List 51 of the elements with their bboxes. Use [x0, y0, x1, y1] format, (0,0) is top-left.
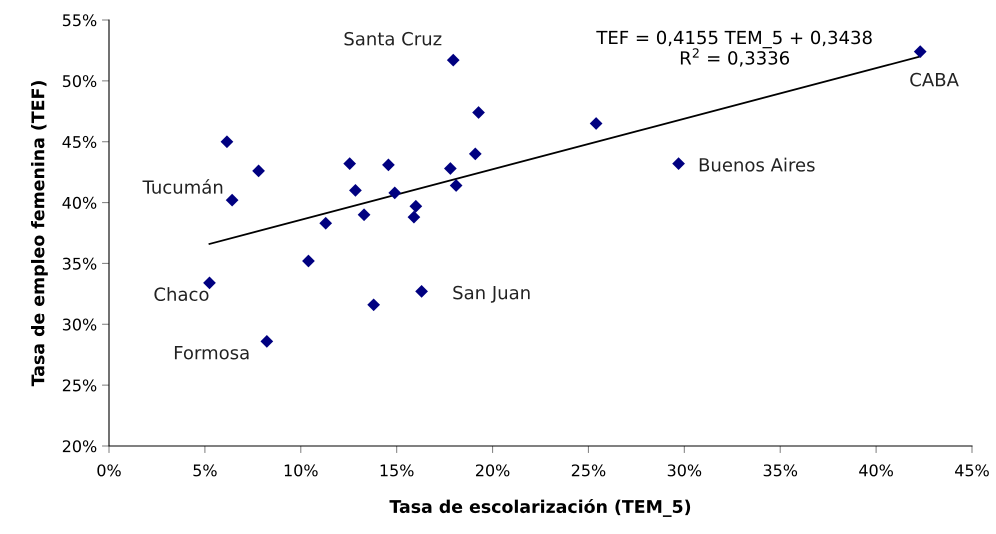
point	[349, 184, 362, 197]
point	[252, 164, 265, 178]
point	[450, 179, 462, 192]
point	[672, 157, 685, 170]
x-tick-label: 35%	[764, 464, 798, 476]
x-tick-label: 30%	[668, 464, 702, 476]
annotation: Santa Cruz	[344, 32, 442, 46]
annotation: Tucumán	[142, 179, 222, 194]
y-axis-title: Tasa de empleo femenina (TEF)	[31, 81, 48, 386]
point	[358, 208, 370, 222]
x-axis-title: Tasa de escolarización (TEM_5)	[389, 498, 690, 517]
x-tick-label: 40%	[859, 464, 893, 476]
y-tick-label: 40%	[62, 196, 96, 209]
y-tick-label: 20%	[62, 440, 96, 452]
annotation: CABA	[910, 72, 959, 86]
y-tick-label: 30%	[62, 318, 96, 331]
point	[319, 216, 332, 230]
point	[446, 54, 460, 67]
point	[444, 162, 457, 175]
point	[914, 45, 927, 58]
x-tick-label: 25%	[572, 464, 606, 476]
point	[409, 200, 422, 213]
x-tick-label: 10%	[284, 464, 318, 476]
x-tick-label: 0%	[97, 464, 121, 476]
point	[367, 298, 380, 312]
point	[260, 334, 274, 348]
point	[343, 157, 356, 170]
x-tick-label: 45%	[955, 464, 989, 476]
point	[415, 285, 428, 298]
y-tick-label: 50%	[62, 75, 96, 88]
point	[408, 210, 420, 224]
point	[388, 186, 402, 200]
annotation: Buenos Aires	[700, 158, 815, 172]
point	[302, 254, 315, 268]
y-tick-label: 55%	[62, 14, 96, 26]
y-tick-label: 25%	[62, 379, 96, 392]
annotation: Formosa	[174, 346, 249, 360]
x-tick-label: 20%	[476, 464, 510, 476]
y-tick-label: 45%	[62, 136, 96, 148]
point	[590, 117, 602, 130]
annotation: San Juan	[453, 286, 530, 303]
y-tick-label: 35%	[62, 258, 96, 270]
x-tick-label: 15%	[380, 464, 414, 476]
point	[220, 135, 234, 148]
point	[472, 106, 485, 119]
x-tick-label: 5%	[193, 464, 217, 476]
annotation: TEF = 0,4155 TEM_5 + 0,3438 R$^{2}$ = 0,3336	[596, 30, 872, 67]
annotation: Chaco	[154, 287, 209, 302]
point	[382, 158, 395, 172]
point	[468, 148, 482, 160]
point	[226, 194, 238, 206]
